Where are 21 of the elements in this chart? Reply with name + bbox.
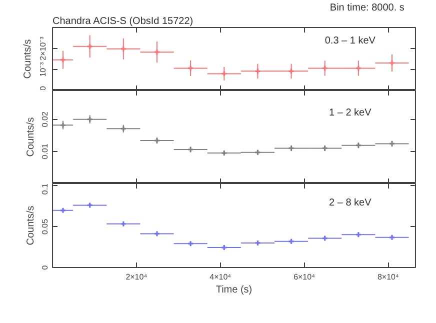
chart-title: Chandra ACIS-S (ObsId 15722) [52,16,194,27]
annotation: 2 – 8 keV [329,198,372,209]
x-tick-label: 8×10⁴ [377,272,400,282]
x-tick-label: 2×10⁴ [126,272,148,282]
x-tick-label: 4×10⁴ [210,272,232,282]
y-tick-label: 0.01 [40,143,50,160]
y-axis-title: Counts/s [26,117,36,157]
y-axis-title: Counts/s [26,206,36,246]
y-tick-label: 10⁻³ [38,62,48,77]
y-axis-title: Counts/s [22,39,34,79]
y-tick-label: 0.02 [40,111,50,128]
annotation: 0.3 – 1 keV [324,35,376,46]
y-tick-label: 0 [40,264,50,270]
x-tick-label: 6×10⁴ [294,272,316,282]
x-axis-title: Time (s) [216,284,252,296]
annotation: 1 – 2 keV [329,107,372,118]
y-tick-label: 0.05 [40,218,50,235]
text: Bin time: 8000. s [330,2,404,14]
y-tick-label: 2×10⁻³ [38,36,48,60]
y-tick-label: 0 [38,86,48,90]
y-tick-label: 0.1 [40,182,50,195]
